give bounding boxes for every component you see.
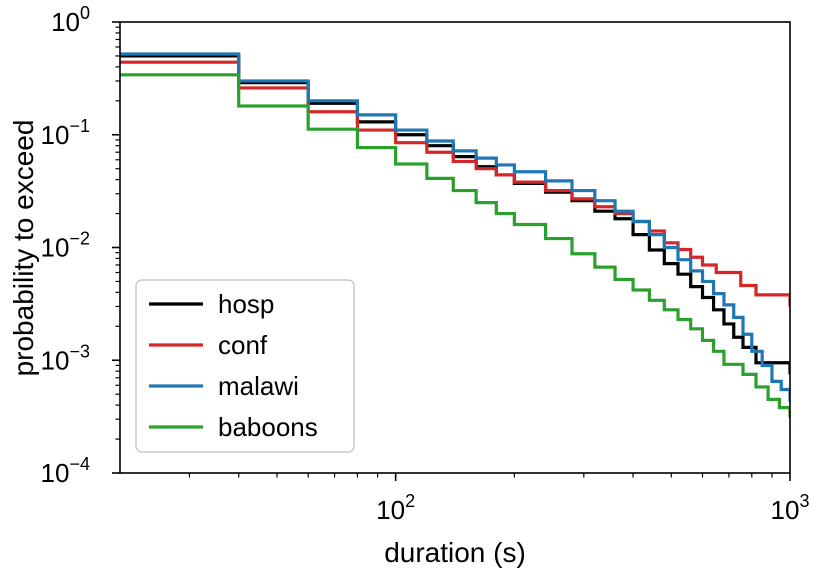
legend-label-conf: conf: [218, 330, 268, 360]
y-axis-label: probability to exceed: [8, 120, 39, 377]
legend: hosp conf malawi baboons: [135, 279, 355, 453]
y-tick-label: 10−4: [41, 454, 90, 488]
series-line-baboons: [120, 73, 790, 418]
series-layer: [120, 52, 790, 418]
y-tick-label: 100: [51, 3, 90, 37]
series-line-malawi: [120, 52, 790, 402]
x-tick-label: 102: [376, 491, 415, 525]
ticks-layer: [112, 21, 791, 481]
legend-label-baboons: baboons: [218, 412, 318, 442]
y-tick-label: 10−3: [41, 341, 90, 375]
legend-label-malawi: malawi: [218, 371, 299, 401]
x-tick-label: 103: [771, 491, 810, 525]
tick-labels: 102 103 100 10−1 10−2 10−3 10−4: [41, 3, 810, 525]
y-tick-label: 10−1: [41, 116, 90, 150]
x-axis-label: duration (s): [384, 537, 526, 568]
legend-box: [135, 279, 355, 453]
legend-label-hosp: hosp: [218, 289, 274, 319]
y-tick-label: 10−2: [41, 229, 90, 263]
